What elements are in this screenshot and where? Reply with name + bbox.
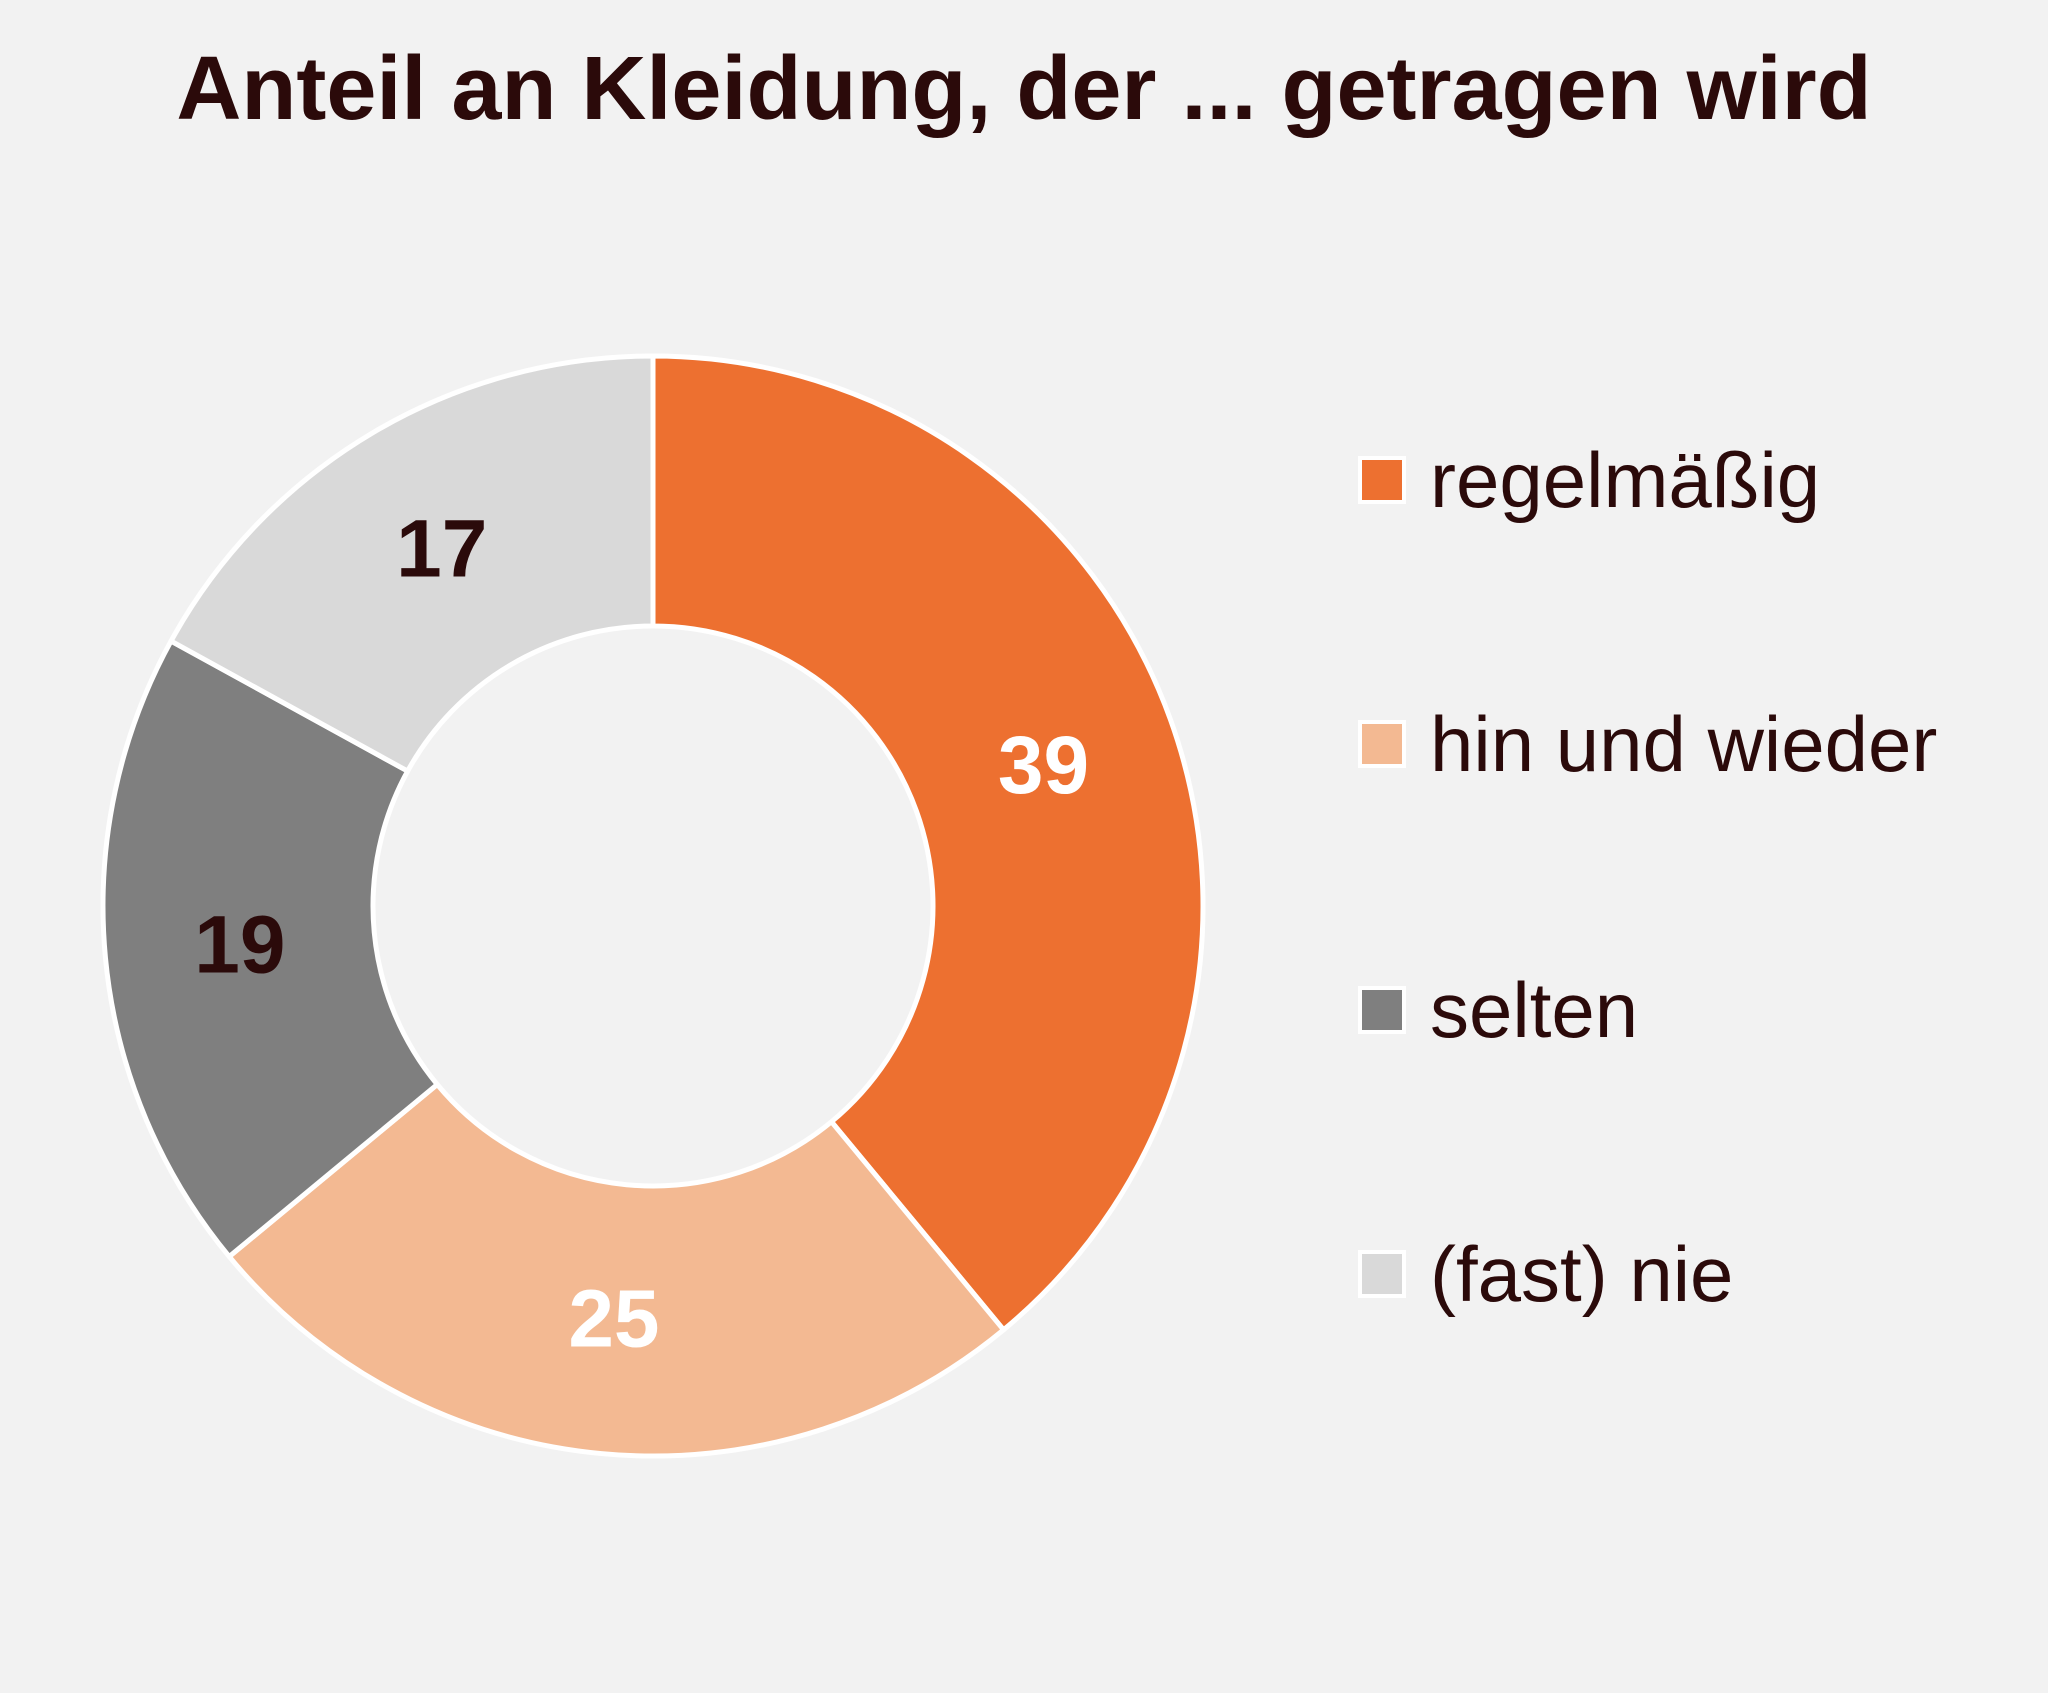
- legend-label-fast-nie: (fast) nie: [1430, 1229, 1734, 1318]
- slice-selten: [100, 638, 440, 1260]
- slice-regelmaessig: [650, 353, 1206, 1333]
- legend-swatch-fast-nie: [1358, 1250, 1406, 1298]
- data-label-selten: 19: [194, 900, 285, 991]
- legend-item-hin-und-wieder: hin und wieder: [1358, 694, 1937, 794]
- legend-swatch-selten: [1358, 986, 1406, 1034]
- legend-item-selten: selten: [1358, 960, 1638, 1060]
- slice-fast-nie: [168, 353, 656, 774]
- donut-labels: 39 25 19 17: [194, 503, 1089, 1364]
- legend-label-hin-und-wieder: hin und wieder: [1430, 699, 1938, 788]
- legend-label-selten: selten: [1430, 965, 1639, 1054]
- data-label-regelmaessig: 39: [998, 720, 1089, 811]
- slice-hin-und-wieder: [226, 1081, 1007, 1459]
- data-label-hin-und-wieder: 25: [568, 1274, 659, 1365]
- donut-chart: 39 25 19 17: [100, 353, 1206, 1459]
- legend-item-fast-nie: (fast) nie: [1358, 1224, 1733, 1324]
- donut-slices: [100, 353, 1206, 1459]
- data-label-fast-nie: 17: [396, 503, 487, 594]
- chart-title: Anteil an Kleidung, der ... getragen wir…: [176, 39, 1872, 139]
- legend-swatch-hin-und-wieder: [1358, 720, 1406, 768]
- legend-label-regelmaessig: regelmäßig: [1430, 435, 1821, 524]
- legend-swatch-regelmaessig: [1358, 456, 1406, 504]
- legend-item-regelmaessig: regelmäßig: [1358, 430, 1820, 530]
